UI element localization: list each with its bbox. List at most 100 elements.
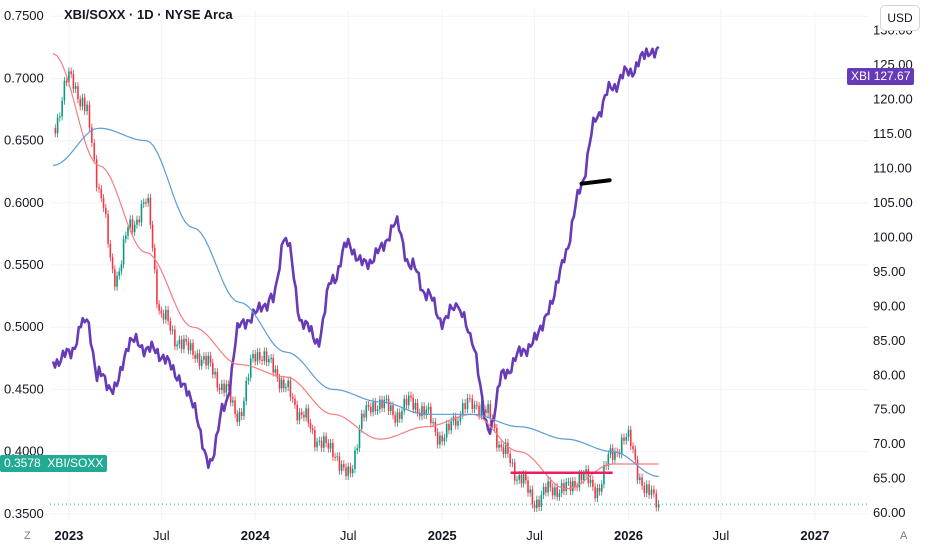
candle-body <box>254 353 257 362</box>
candle-body <box>280 379 283 389</box>
candle-body <box>398 412 401 419</box>
right-tick-label: 75.00 <box>873 402 906 417</box>
time-tick-label: 2024 <box>241 528 271 543</box>
candle-body <box>178 339 181 345</box>
candle-body <box>554 487 556 496</box>
candle-body <box>300 412 303 415</box>
candle-body <box>56 117 59 134</box>
right-tick-label: 60.00 <box>873 505 906 520</box>
candle-body <box>309 422 312 429</box>
candle-body <box>657 503 660 508</box>
candle-body <box>236 413 239 422</box>
candle-body <box>287 380 289 388</box>
candle-body <box>403 398 406 411</box>
time-axis[interactable]: 2023 Jul 2024 Jul 2025 Jul 2026 Jul 2027 <box>54 528 829 543</box>
candle-body <box>221 383 223 391</box>
candle-body <box>439 435 441 445</box>
candle-body <box>100 188 103 199</box>
right-tick-label: 70.00 <box>873 436 906 451</box>
candle-body <box>223 383 225 393</box>
candle-body <box>551 487 554 496</box>
candle-body <box>156 269 158 305</box>
left-price-axis: 0.7500 0.7000 0.6500 0.6000 0.5500 0.5000 0.45… <box>4 8 44 521</box>
right-tick-label: 100.00 <box>873 229 913 244</box>
timezone-mark[interactable]: Z <box>24 530 31 542</box>
xbi-value: 127.67 <box>873 69 911 83</box>
candle-body <box>655 493 658 508</box>
candle-body <box>205 356 207 366</box>
candle-body <box>360 413 363 429</box>
candle-body <box>454 416 457 426</box>
candle-body <box>469 398 471 400</box>
candle-body <box>79 99 81 107</box>
candle-body <box>387 398 390 412</box>
candle-body <box>258 352 261 360</box>
candle-body <box>549 481 552 488</box>
candle-body <box>131 219 134 233</box>
candle-body <box>356 448 359 451</box>
candle-body <box>160 310 163 314</box>
candle-body <box>77 86 79 100</box>
candle-body <box>545 486 547 493</box>
candle-body <box>218 387 221 391</box>
candle-body <box>91 127 93 143</box>
price-grid <box>50 10 868 520</box>
candle-body <box>72 74 75 89</box>
left-tick-label: 0.3500 <box>4 506 44 521</box>
candle-body <box>349 466 352 474</box>
candle-body <box>194 354 196 359</box>
candle-body <box>441 435 443 442</box>
candle-body <box>607 454 610 467</box>
candle-body <box>249 358 252 378</box>
time-tick-label: 2025 <box>428 528 457 543</box>
candle-body <box>365 405 368 418</box>
candle-body <box>471 398 474 409</box>
candle-body <box>240 411 243 417</box>
time-tick-label: 2023 <box>54 528 83 543</box>
currency-button[interactable]: USD <box>880 5 920 31</box>
candle-body <box>282 379 285 389</box>
candle-body <box>645 484 648 494</box>
ratio-candles <box>54 67 660 513</box>
candle-body <box>473 404 476 409</box>
candle-body <box>383 399 386 409</box>
candle-body <box>334 456 336 458</box>
right-tick-label: 95.00 <box>873 264 906 279</box>
candle-body <box>165 309 167 320</box>
candle-body <box>93 142 96 160</box>
candle-body <box>332 442 334 457</box>
candle-body <box>351 468 354 474</box>
candle-body <box>412 397 414 410</box>
candle-body <box>542 486 545 495</box>
candle-body <box>102 198 105 208</box>
candle-body <box>338 456 341 471</box>
candle-body <box>502 447 505 454</box>
candle-body <box>423 406 425 416</box>
candle-body <box>401 410 403 419</box>
candle-body <box>263 351 266 361</box>
candle-body <box>425 409 428 416</box>
candle-body <box>405 398 408 406</box>
right-tick-label: 105.00 <box>873 195 913 210</box>
candle-body <box>305 408 307 418</box>
candle-body <box>325 436 327 444</box>
candle-body <box>636 459 639 481</box>
candle-body <box>434 422 437 433</box>
candle-body <box>63 80 66 101</box>
drawn-breakout-mark <box>579 178 612 186</box>
left-tick-label: 0.5000 <box>4 319 44 334</box>
candle-body <box>216 371 219 388</box>
candle-body <box>158 304 160 311</box>
right-price-axis[interactable]: 130.00125.00120.00115.00110.00105.00100.… <box>873 23 913 520</box>
candle-body <box>620 437 623 455</box>
candle-body <box>238 411 241 422</box>
candle-body <box>207 355 210 366</box>
auto-scale-mark[interactable]: A <box>900 530 908 542</box>
candle-body <box>214 371 216 375</box>
candle-body <box>516 479 518 481</box>
right-tick-label: 120.00 <box>873 92 913 107</box>
candle-body <box>374 402 377 411</box>
candle-body <box>320 440 323 448</box>
candle-body <box>343 464 345 468</box>
